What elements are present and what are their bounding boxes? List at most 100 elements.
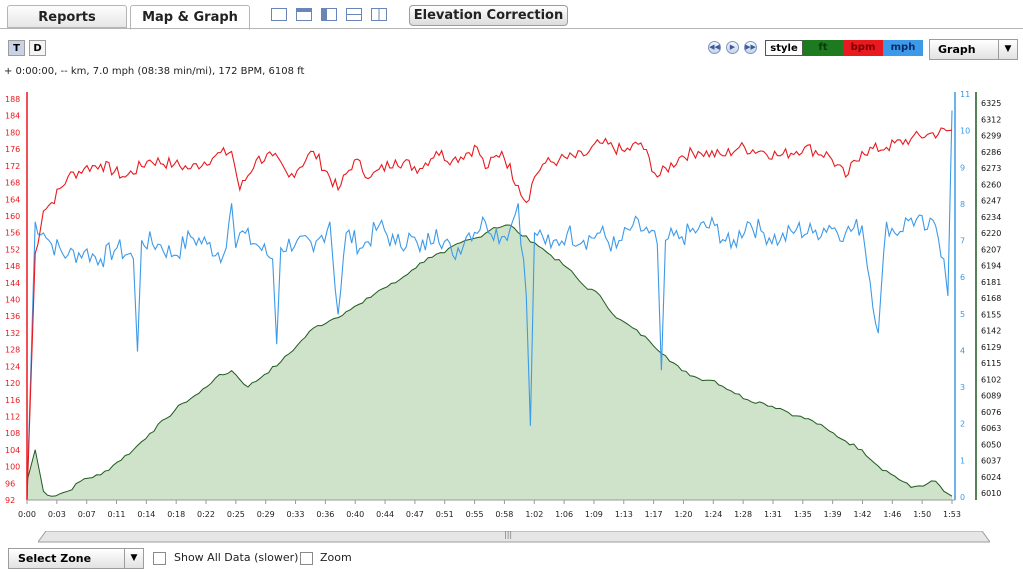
bpm-tick-label: 120 [5, 379, 20, 388]
show-all-data-label: Show All Data (slower) [174, 551, 299, 564]
rewind-icon[interactable]: ◀◀ [708, 41, 721, 54]
ft-tick-label: 6181 [981, 278, 1001, 287]
x-tick-label: 0:03 [48, 510, 66, 519]
t-toggle-button[interactable]: T [8, 40, 25, 56]
ft-tick-label: 6286 [981, 148, 1001, 157]
x-tick-label: 1:39 [824, 510, 842, 519]
x-tick-label: 0:51 [436, 510, 454, 519]
elevation-correction-button[interactable]: Elevation Correction [409, 5, 568, 26]
bpm-tick-label: 172 [5, 162, 20, 171]
tab-reports[interactable]: Reports [7, 5, 127, 28]
bpm-tick-label: 108 [5, 429, 20, 438]
ft-tick-label: 6102 [981, 375, 1001, 384]
chevron-down-icon: ▼ [998, 40, 1017, 59]
bpm-tick-label: 92 [5, 496, 15, 505]
mph-line [26, 110, 953, 501]
zoom-checkbox[interactable] [300, 552, 313, 565]
x-tick-label: 1:20 [675, 510, 693, 519]
layout-quad-icon[interactable] [371, 8, 387, 21]
x-tick-label: 1:35 [794, 510, 812, 519]
play-icon[interactable]: ▶ [726, 41, 739, 54]
ft-tick-label: 6037 [981, 457, 1001, 466]
ft-tick-label: 6076 [981, 408, 1001, 417]
bpm-tick-label: 128 [5, 346, 20, 355]
heart-rate-line [26, 127, 953, 501]
fast-forward-icon[interactable]: ▶▶ [744, 41, 757, 54]
mph-tick-label: 8 [960, 200, 965, 209]
tab-map-graph[interactable]: Map & Graph [130, 5, 250, 30]
ft-tick-label: 6247 [981, 197, 1001, 206]
x-tick-label: 0:22 [197, 510, 215, 519]
mph-tick-label: 3 [960, 383, 965, 392]
x-tick-label: 1:46 [883, 510, 901, 519]
ft-tick-label: 6194 [981, 262, 1001, 271]
zone-select[interactable]: Select Zone ▼ [8, 548, 144, 569]
x-tick-label: 0:58 [495, 510, 513, 519]
mph-tick-label: 1 [960, 456, 965, 465]
bpm-tick-label: 152 [5, 245, 20, 254]
ft-tick-label: 6273 [981, 164, 1001, 173]
view-select[interactable]: Graph ▼ [929, 39, 1018, 60]
bpm-tick-label: 168 [5, 179, 20, 188]
ft-tick-label: 6207 [981, 245, 1001, 254]
show-all-data-checkbox[interactable] [153, 552, 166, 565]
bpm-tick-label: 124 [5, 362, 20, 371]
status-readout: + 0:00:00, -- km, 7.0 mph (08:38 min/mi)… [4, 66, 305, 77]
ft-tick-label: 6155 [981, 310, 1001, 319]
layout-grid-icon[interactable] [346, 8, 362, 21]
x-tick-label: 1:28 [734, 510, 752, 519]
mph-tick-label: 9 [960, 163, 965, 172]
bpm-tick-label: 184 [5, 112, 20, 121]
ft-tick-label: 6168 [981, 294, 1001, 303]
bpm-tick-label: 132 [5, 329, 20, 338]
layout-split-vertical-icon[interactable] [321, 8, 337, 21]
ft-tick-label: 6325 [981, 99, 1001, 108]
ft-tick-label: 6260 [981, 180, 1001, 189]
bpm-tick-label: 144 [5, 279, 20, 288]
layout-full-icon[interactable] [271, 8, 287, 21]
bpm-tick-label: 140 [5, 296, 20, 305]
x-tick-label: 0:47 [406, 510, 424, 519]
elevation-area [26, 224, 953, 500]
ft-tick-label: 6050 [981, 440, 1001, 449]
zoom-label: Zoom [320, 551, 352, 564]
bpm-tick-label: 156 [5, 229, 20, 238]
activity-chart[interactable]: 9296100104108112116120124128132136140144… [0, 0, 1023, 530]
mph-tick-label: 11 [960, 90, 970, 99]
mph-tick-label: 5 [960, 310, 965, 319]
layout-split-horizontal-icon[interactable] [296, 8, 312, 21]
legend-style[interactable]: style [765, 40, 803, 56]
bpm-tick-label: 136 [5, 312, 20, 321]
chart-axes: 9296100104108112116120124128132136140144… [5, 90, 1001, 519]
mph-tick-label: 6 [960, 273, 965, 282]
legend-mph[interactable]: mph [883, 40, 923, 56]
elevation-fill [27, 225, 952, 500]
mph-tick-label: 0 [960, 493, 965, 502]
scrollbar-grip[interactable]: ||| [504, 530, 513, 539]
x-tick-label: 1:31 [764, 510, 782, 519]
x-tick-label: 0:18 [167, 510, 185, 519]
x-tick-label: 1:50 [913, 510, 931, 519]
bpm-tick-label: 176 [5, 145, 20, 154]
d-toggle-button[interactable]: D [29, 40, 46, 56]
bpm-tick-label: 148 [5, 262, 20, 271]
ft-tick-label: 6063 [981, 424, 1001, 433]
x-tick-label: 1:09 [585, 510, 603, 519]
x-tick-label: 0:00 [18, 510, 36, 519]
x-tick-label: 0:40 [346, 510, 364, 519]
bpm-tick-label: 188 [5, 95, 20, 104]
x-tick-label: 1:13 [615, 510, 633, 519]
legend-ft[interactable]: ft [803, 40, 843, 56]
mph-tick-label: 10 [960, 127, 970, 136]
x-tick-label: 0:55 [466, 510, 484, 519]
timeline-scrollbar[interactable]: ||| [38, 530, 990, 543]
speed-line [26, 110, 953, 501]
bpm-tick-label: 180 [5, 128, 20, 137]
zone-select-value: Select Zone [18, 552, 92, 565]
view-select-value: Graph [938, 43, 976, 56]
legend-bpm[interactable]: bpm [843, 40, 883, 56]
x-tick-label: 0:07 [78, 510, 96, 519]
bpm-tick-label: 116 [5, 396, 20, 405]
x-tick-label: 0:29 [257, 510, 275, 519]
x-tick-label: 0:14 [137, 510, 155, 519]
